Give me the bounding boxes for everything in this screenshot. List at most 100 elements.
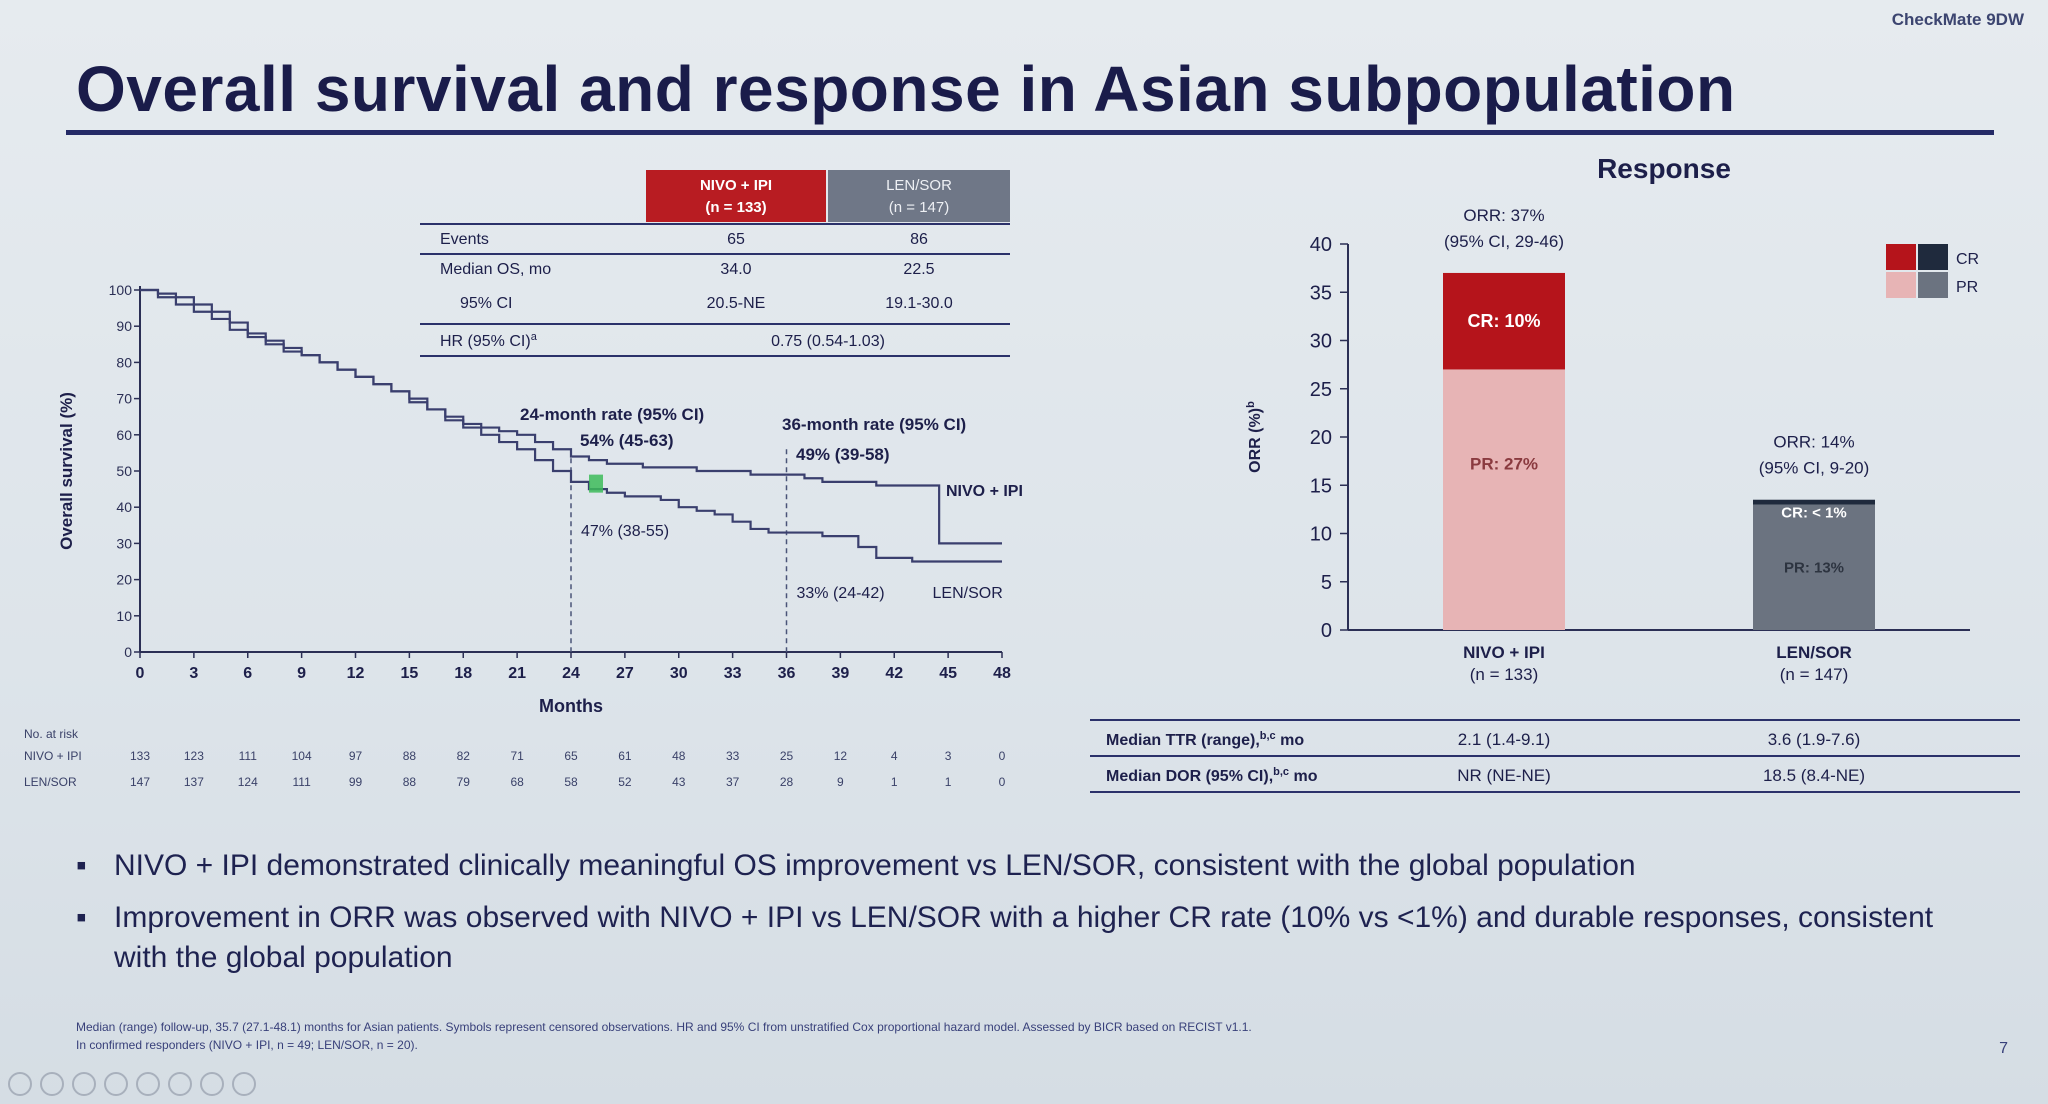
table-header-len-name: LEN/SOR — [886, 177, 952, 194]
os-table-value-len: 22.5 — [903, 261, 934, 278]
category-label: LEN/SOR — [1776, 643, 1852, 662]
risk-cell: 1 — [891, 775, 898, 789]
y-tick-label: 60 — [116, 427, 132, 443]
bullet-item: ▪ NIVO + IPI demonstrated clinically mean… — [76, 846, 1976, 886]
more-options-icon[interactable] — [232, 1072, 256, 1096]
resp-row-value-nivo: 2.1 (1.4-9.1) — [1458, 730, 1551, 749]
risk-cell: 124 — [238, 775, 258, 789]
bullet-item: ▪ Improvement in ORR was observed with NI… — [76, 898, 1976, 978]
footnote-line: Median (range) follow-up, 35.7 (27.1-48.… — [76, 1020, 1252, 1034]
x-tick-label: 45 — [939, 665, 957, 682]
risk-row-label: NIVO + IPI — [24, 749, 82, 763]
orr-ci-nivo: (95% CI, 29-46) — [1444, 232, 1564, 251]
resp-y-axis-title: ORR (%)b — [1245, 401, 1264, 473]
annotation-36m-nivo: 49% (39-58) — [796, 445, 890, 464]
camera-icon[interactable] — [200, 1072, 224, 1096]
resp-y-tick-label: 25 — [1310, 379, 1332, 401]
resp-y-tick-label: 0 — [1321, 620, 1332, 642]
x-tick-label: 6 — [243, 665, 252, 682]
x-tick-label: 3 — [189, 665, 198, 682]
footnote-line: In confirmed responders (NIVO + IPI, n =… — [76, 1038, 418, 1052]
presentation-toolbar — [8, 1072, 256, 1100]
category-n: (n = 147) — [1780, 665, 1849, 684]
y-tick-label: 90 — [116, 318, 132, 334]
grid-icon[interactable] — [104, 1072, 128, 1096]
next-slide-icon[interactable] — [40, 1072, 64, 1096]
x-tick-label: 18 — [454, 665, 472, 682]
annotation-24m-len: 47% (38-55) — [581, 523, 669, 540]
legend-cr-nivo-swatch — [1886, 244, 1916, 270]
risk-cell: 58 — [564, 775, 578, 789]
resp-y-tick-label: 10 — [1310, 524, 1332, 546]
risk-cell: 111 — [239, 749, 258, 763]
resp-y-tick-label: 15 — [1310, 475, 1332, 497]
bar-len-cr — [1753, 499, 1875, 505]
hr-value: 0.75 (0.54-1.03) — [771, 333, 885, 350]
y-axis-title: Overall survival (%) — [57, 392, 76, 550]
resp-y-tick-label: 30 — [1310, 331, 1332, 353]
y-tick-label: 0 — [124, 644, 132, 660]
prev-slide-icon[interactable] — [8, 1072, 32, 1096]
y-tick-label: 70 — [116, 391, 132, 407]
risk-cell: 104 — [292, 749, 312, 763]
x-tick-label: 48 — [993, 665, 1011, 682]
bullet-text: NIVO + IPI demonstrated clinically meani… — [114, 849, 1636, 882]
risk-cell: 52 — [618, 775, 632, 789]
x-tick-label: 21 — [508, 665, 526, 682]
risk-cell: 68 — [510, 775, 524, 789]
page-number: 7 — [1999, 1040, 2008, 1057]
risk-cell: 48 — [672, 749, 686, 763]
os-table-row-label: Median OS, mo — [440, 261, 551, 278]
y-tick-label: 80 — [116, 354, 132, 370]
x-axis-title: Months — [539, 696, 603, 716]
bullet-list: ▪ NIVO + IPI demonstrated clinically mean… — [76, 846, 1976, 990]
survival-annotations: 24-month rate (95% CI) 54% (45-63) 47% (38… — [520, 405, 1023, 602]
risk-cell: 3 — [945, 749, 952, 763]
x-tick-label: 0 — [136, 665, 145, 682]
table-header-len-n: (n = 147) — [889, 199, 949, 216]
category-label: NIVO + IPI — [1463, 643, 1545, 662]
subtitle-icon[interactable] — [168, 1072, 192, 1096]
os-table-row-label: Events — [440, 231, 489, 248]
table-header-nivo-name: NIVO + IPI — [700, 177, 772, 194]
risk-cell: 133 — [130, 749, 150, 763]
bar-len-pr — [1753, 504, 1875, 630]
y-tick-label: 20 — [116, 572, 132, 588]
page-title: Overall survival and response in Asian s… — [76, 53, 1736, 125]
risk-cell: 28 — [780, 775, 794, 789]
risk-cell: 9 — [837, 775, 844, 789]
orr-label-nivo: ORR: 37% — [1463, 206, 1544, 225]
orr-ci-len: (95% CI, 9-20) — [1759, 459, 1870, 478]
annotation-24m-nivo: 54% (45-63) — [580, 431, 674, 450]
survival-chart: NIVO + IPI (n = 133) LEN/SOR (n = 147) E… — [57, 170, 1023, 716]
legend-pr-len-swatch — [1918, 272, 1948, 298]
zoom-icon[interactable] — [136, 1072, 160, 1096]
x-tick-label: 42 — [885, 665, 903, 682]
legend-pr-label: PR — [1956, 279, 1978, 296]
risk-cell: 4 — [891, 749, 898, 763]
risk-cell: 88 — [403, 775, 417, 789]
table-header-len-sor — [828, 170, 1010, 222]
brand-label: CheckMate 9DW — [1891, 10, 2024, 29]
resp-row-label: Median TTR (range),b,c mo — [1106, 730, 1304, 749]
risk-row-label: LEN/SOR — [24, 775, 77, 789]
pr-label-nivo: PR: 27% — [1470, 455, 1538, 474]
os-table-value-len: 19.1-30.0 — [885, 295, 953, 312]
y-tick-label: 100 — [109, 282, 133, 298]
cr-label-len: CR: < 1% — [1781, 505, 1846, 522]
risk-cell: 88 — [403, 749, 417, 763]
hr-label: HR (95% CI)a — [440, 331, 538, 350]
x-tick-label: 24 — [562, 665, 580, 682]
x-tick-label: 15 — [400, 665, 418, 682]
os-table-rows: Events 65 86 Median OS, mo 34.0 22.5 95% CI 20.… — [440, 231, 953, 350]
pen-icon[interactable] — [72, 1072, 96, 1096]
bullet-text: Improvement in ORR was observed with NIV… — [114, 901, 1934, 974]
risk-cell: 79 — [457, 775, 471, 789]
legend-pr-nivo-swatch — [1886, 272, 1916, 298]
resp-row-value-nivo: NR (NE-NE) — [1457, 766, 1551, 785]
risk-cell: 0 — [999, 775, 1006, 789]
orr-label-len: ORR: 14% — [1773, 433, 1854, 452]
risk-cell: 111 — [293, 775, 312, 789]
bullet-dot-icon: ▪ — [76, 901, 87, 934]
